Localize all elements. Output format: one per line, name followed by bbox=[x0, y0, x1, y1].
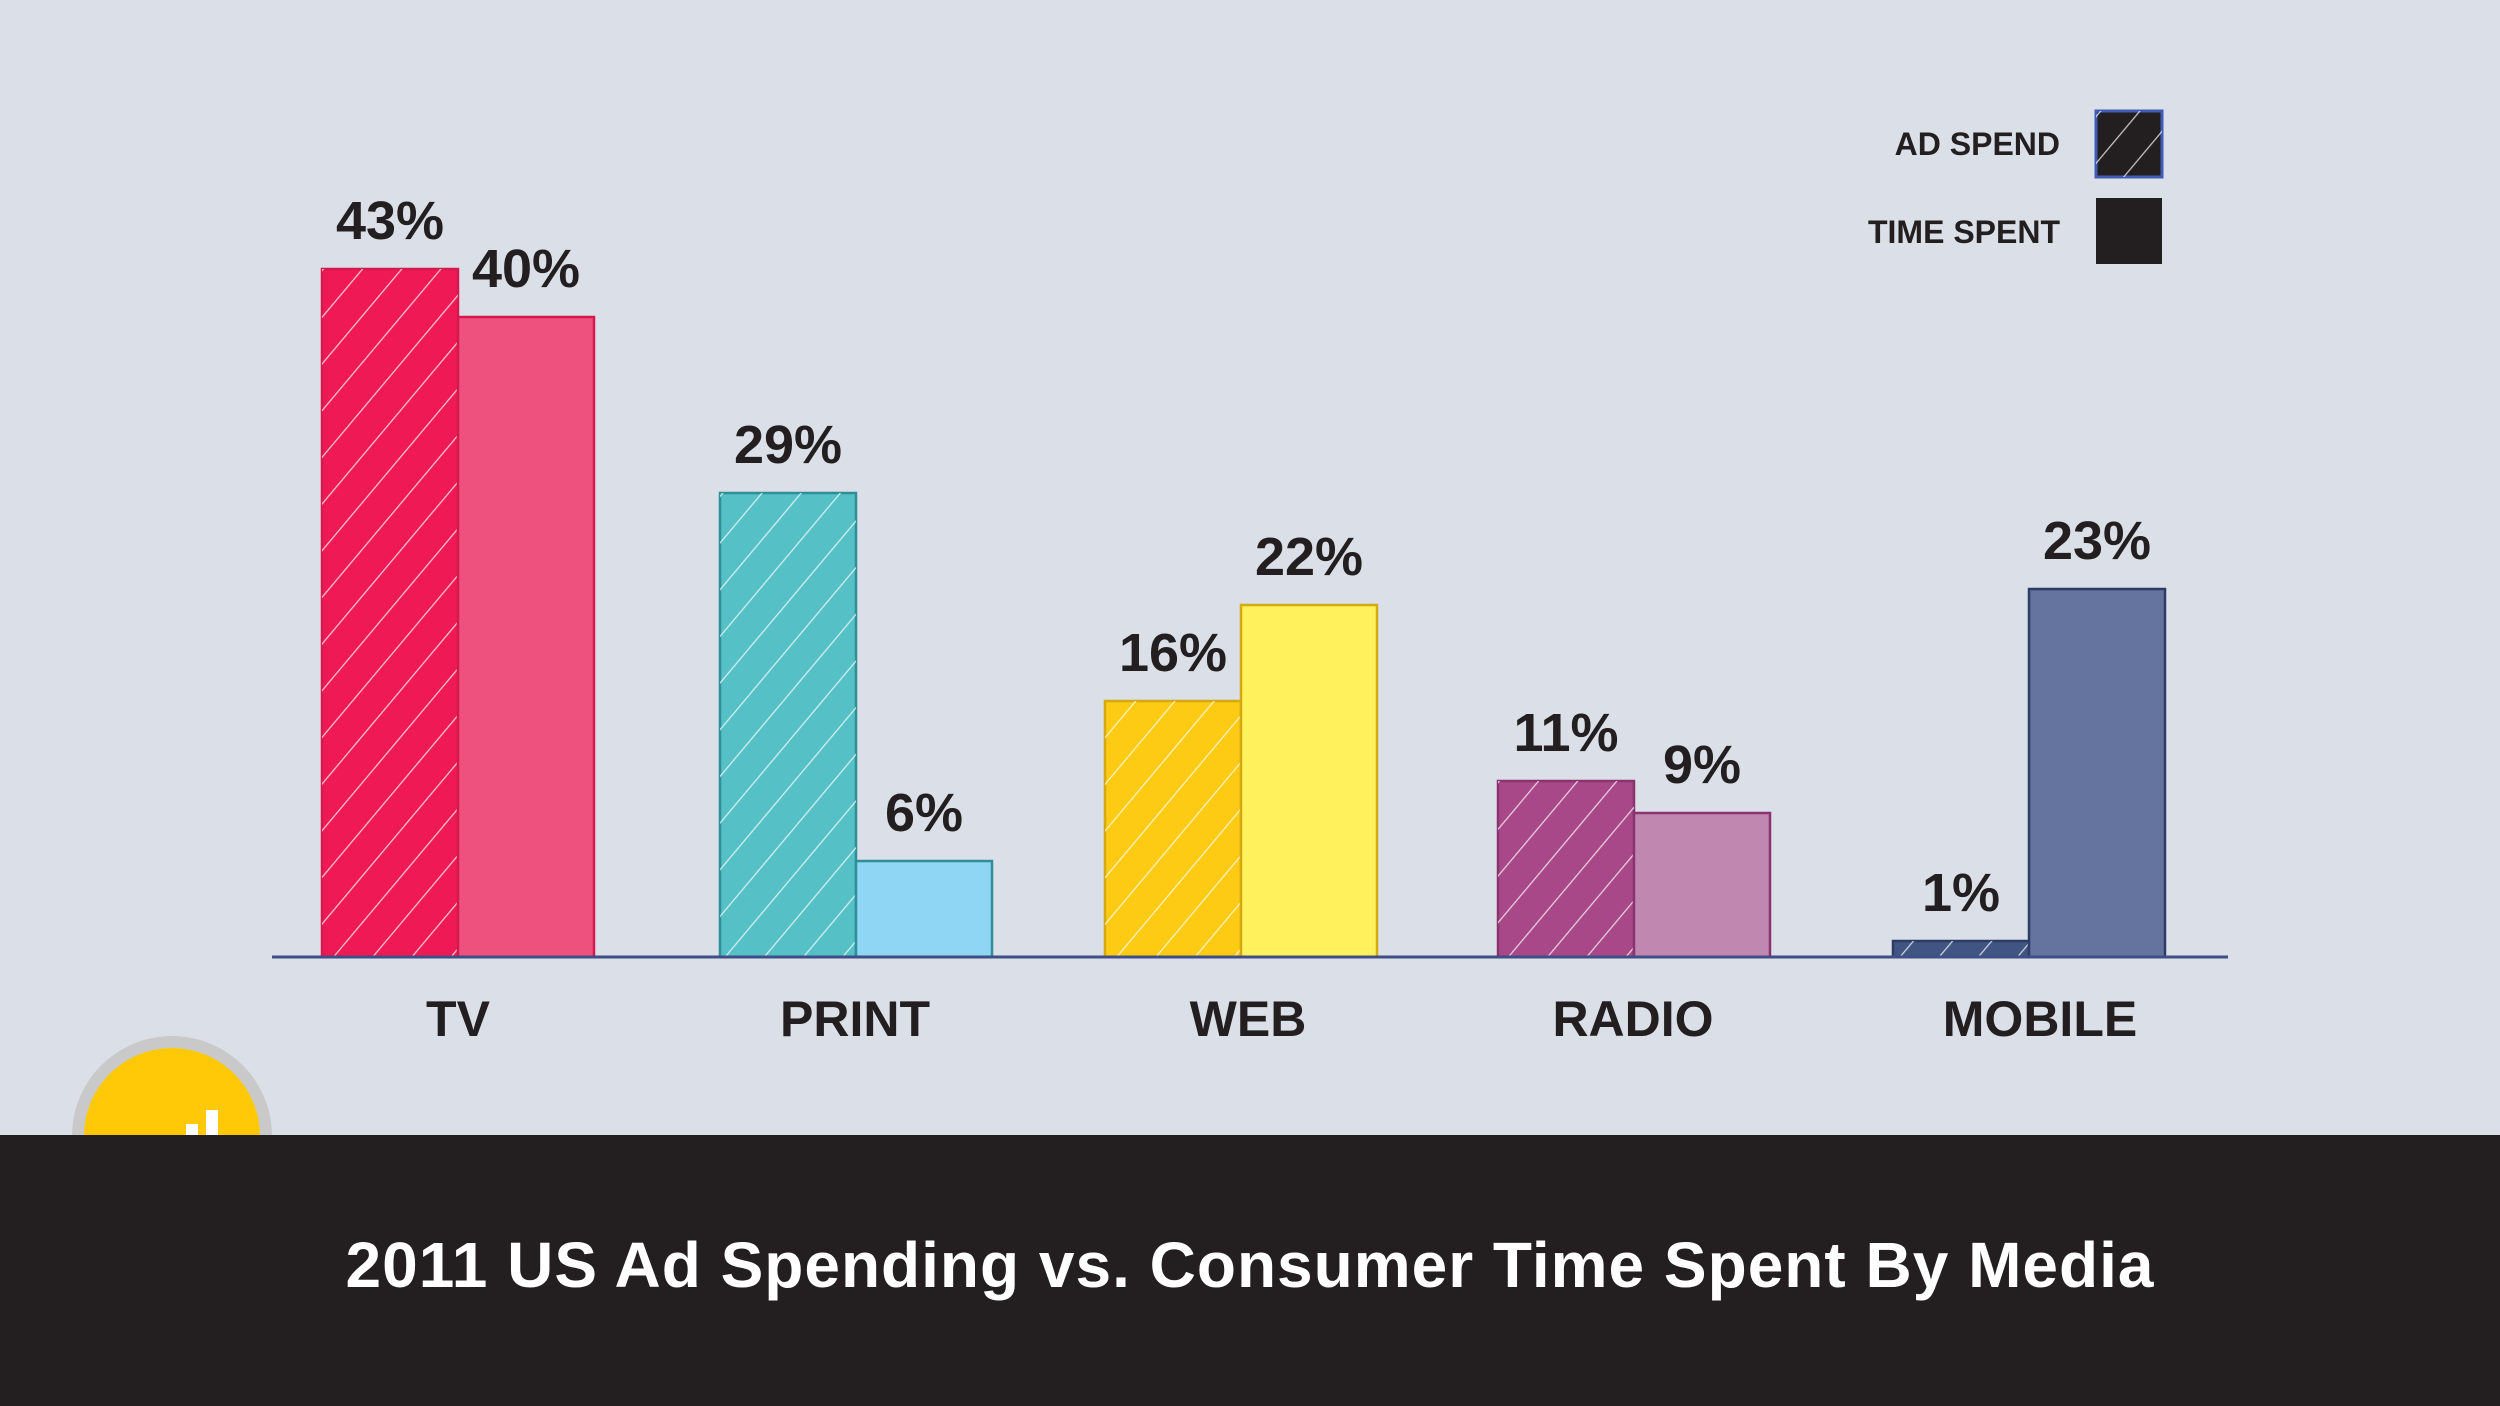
bar-tv-time-spent bbox=[456, 315, 596, 959]
value-label-web-ad-spend: 16% bbox=[1119, 623, 1227, 683]
legend-swatch-time-spent bbox=[2096, 198, 2162, 264]
bar-web-time-spent bbox=[1239, 603, 1379, 959]
legend-label-ad-spend: AD SPEND bbox=[1895, 126, 2060, 162]
bar-mobile-time-spent bbox=[2027, 587, 2167, 959]
category-label-tv: TV bbox=[426, 991, 491, 1047]
value-label-print-time-spent: 6% bbox=[885, 783, 963, 843]
value-label-radio-ad-spend: 11% bbox=[1513, 703, 1618, 763]
value-label-mobile-ad-spend: 1% bbox=[1922, 863, 2000, 923]
value-label-tv-time-spent: 40% bbox=[472, 239, 580, 299]
chart-title: 2011 US Ad Spending vs. Consumer Time Sp… bbox=[345, 1229, 2155, 1301]
category-label-radio: RADIO bbox=[1552, 991, 1713, 1047]
legend-label-time-spent: TIME SPENT bbox=[1868, 214, 2060, 250]
value-labels-group: 43% 40% 29% 6% 16% 22% 11% 9% 1% 23% bbox=[336, 191, 2151, 923]
value-label-print-ad-spend: 29% bbox=[734, 415, 842, 475]
bar-hatch-web-ad-spend bbox=[1105, 701, 1241, 957]
footer-bar bbox=[0, 1135, 2500, 1406]
bar-hatch-print-ad-spend bbox=[720, 493, 856, 957]
value-label-radio-time-spent: 9% bbox=[1663, 735, 1741, 795]
value-label-mobile-time-spent: 23% bbox=[2043, 511, 2151, 571]
category-label-print: PRINT bbox=[780, 991, 930, 1047]
category-labels-group: TV PRINT WEB RADIO MOBILE bbox=[426, 991, 2137, 1047]
legend-swatch-ad-spend-hatch bbox=[2096, 111, 2162, 177]
bar-radio-time-spent bbox=[1632, 811, 1772, 959]
bar-hatch-tv-ad-spend bbox=[322, 269, 458, 957]
value-label-web-time-spent: 22% bbox=[1255, 527, 1363, 587]
bar-hatch-mobile-ad-spend bbox=[1893, 941, 2029, 957]
legend: AD SPEND TIME SPENT bbox=[1868, 109, 2164, 264]
bar-print-time-spent bbox=[854, 859, 994, 959]
value-label-tv-ad-spend: 43% bbox=[336, 191, 444, 251]
bar-hatch-radio-ad-spend bbox=[1498, 781, 1634, 957]
category-label-web: WEB bbox=[1190, 991, 1307, 1047]
category-label-mobile: MOBILE bbox=[1943, 991, 2137, 1047]
bars-group bbox=[320, 267, 2167, 959]
